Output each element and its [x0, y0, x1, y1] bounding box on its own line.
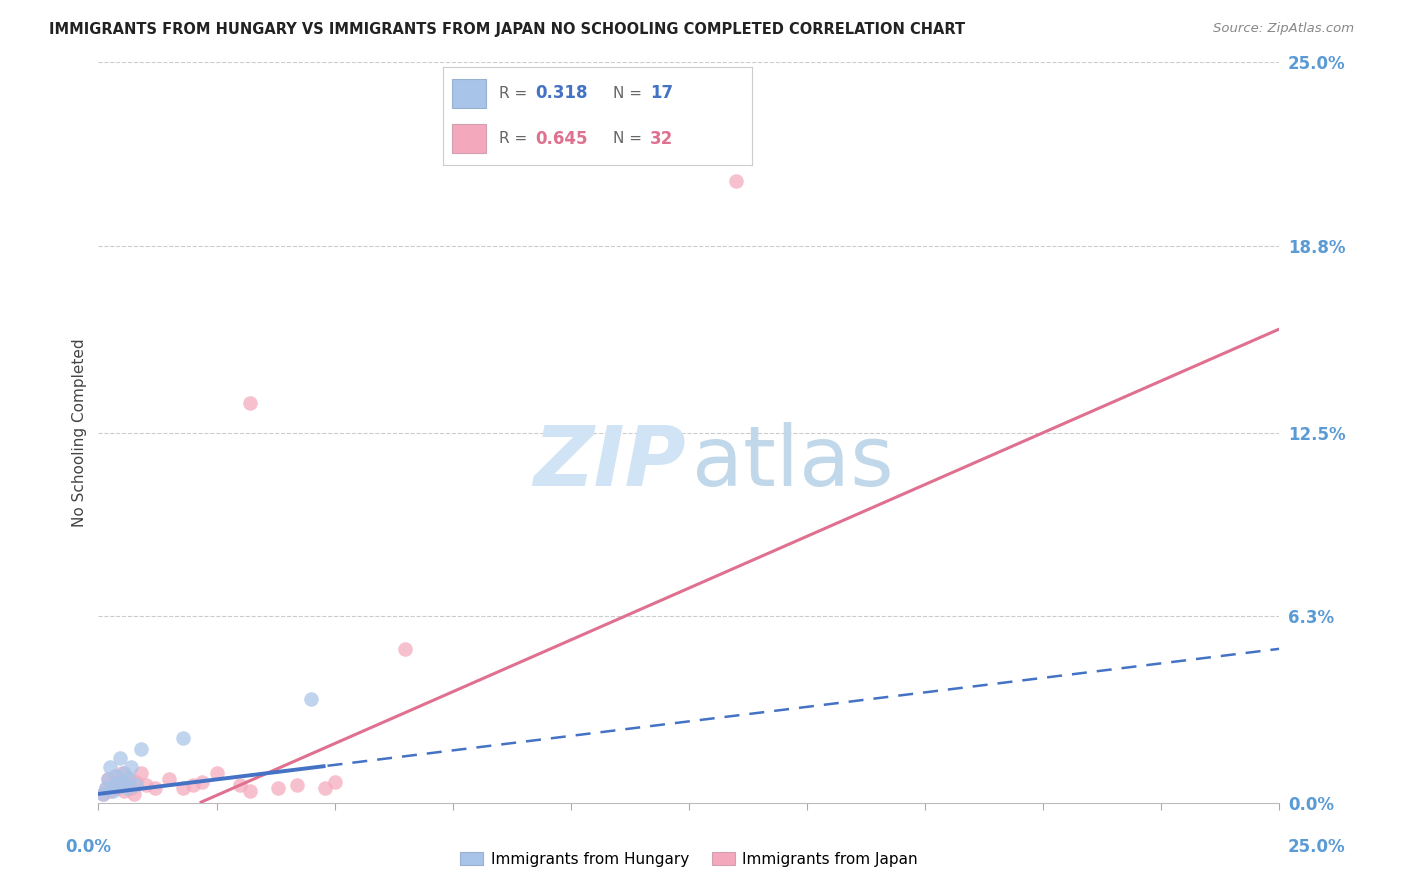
Point	[229, 778, 252, 792]
Point	[121, 780, 143, 795]
Text: N =: N =	[613, 86, 647, 101]
Point	[98, 784, 121, 798]
Point	[122, 787, 145, 801]
Text: atlas: atlas	[693, 422, 894, 503]
Point	[725, 174, 748, 188]
Point	[97, 772, 120, 786]
Point	[239, 784, 262, 798]
Point	[111, 775, 134, 789]
Legend: Immigrants from Hungary, Immigrants from Japan: Immigrants from Hungary, Immigrants from…	[454, 846, 924, 873]
Point	[105, 780, 128, 795]
Point	[111, 766, 134, 780]
Point	[101, 778, 124, 792]
Point	[104, 769, 127, 783]
Point	[97, 772, 120, 786]
Point	[104, 778, 127, 792]
Text: Source: ZipAtlas.com: Source: ZipAtlas.com	[1213, 22, 1354, 36]
Point	[129, 766, 152, 780]
Point	[112, 766, 135, 780]
Point	[323, 775, 346, 789]
Point	[157, 772, 180, 786]
Point	[299, 692, 322, 706]
Point	[94, 780, 117, 795]
Point	[121, 760, 143, 774]
Point	[125, 778, 148, 792]
Text: R =: R =	[499, 86, 531, 101]
Text: 25.0%: 25.0%	[1288, 838, 1344, 855]
Point	[125, 775, 148, 789]
Point	[91, 787, 114, 801]
Text: 17: 17	[650, 85, 673, 103]
Point	[98, 760, 121, 774]
Point	[129, 742, 152, 756]
Point	[205, 766, 228, 780]
Point	[143, 780, 166, 795]
Point	[115, 778, 138, 792]
Bar	[453, 78, 486, 108]
Point	[191, 775, 214, 789]
Text: IMMIGRANTS FROM HUNGARY VS IMMIGRANTS FROM JAPAN NO SCHOOLING COMPLETED CORRELAT: IMMIGRANTS FROM HUNGARY VS IMMIGRANTS FR…	[49, 22, 966, 37]
Bar	[453, 124, 486, 153]
Point	[285, 778, 308, 792]
Text: 32: 32	[650, 129, 673, 147]
Point	[91, 787, 114, 801]
Point	[118, 772, 141, 786]
Point	[267, 780, 290, 795]
Point	[94, 780, 117, 795]
Point	[108, 751, 131, 765]
Point	[135, 778, 157, 792]
Point	[115, 780, 138, 795]
Point	[172, 731, 194, 745]
Point	[101, 784, 124, 798]
Point	[394, 641, 416, 656]
Text: 0.645: 0.645	[536, 129, 588, 147]
Point	[314, 780, 336, 795]
Text: R =: R =	[499, 131, 531, 146]
Text: 0.0%: 0.0%	[66, 838, 111, 855]
Point	[118, 772, 141, 786]
Point	[181, 778, 204, 792]
Text: ZIP: ZIP	[533, 422, 685, 503]
Point	[172, 780, 194, 795]
Y-axis label: No Schooling Completed: No Schooling Completed	[72, 338, 87, 527]
Text: 0.318: 0.318	[536, 85, 588, 103]
Point	[105, 769, 128, 783]
Point	[112, 784, 135, 798]
Point	[108, 775, 131, 789]
Text: N =: N =	[613, 131, 647, 146]
Point	[239, 396, 262, 410]
